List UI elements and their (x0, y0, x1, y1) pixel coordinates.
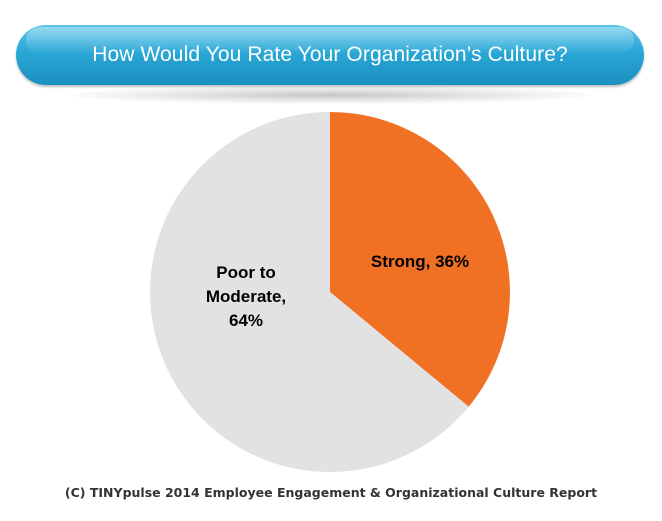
pie-slice-poor-to-moderate-64 (150, 112, 469, 472)
pie-slice-label-0: Strong, 36% (371, 252, 469, 271)
chart-title-banner: How Would You Rate Your Organization’s C… (16, 25, 644, 85)
pie-slice-strong-36 (330, 112, 511, 407)
title-banner-shadow (70, 86, 590, 104)
chart-title: How Would You Rate Your Organization’s C… (92, 43, 568, 66)
source-footer: (C) TINYpulse 2014 Employee Engagement &… (64, 485, 598, 500)
pie-slice-label-1: Poor to Moderate, 64% (206, 263, 286, 330)
